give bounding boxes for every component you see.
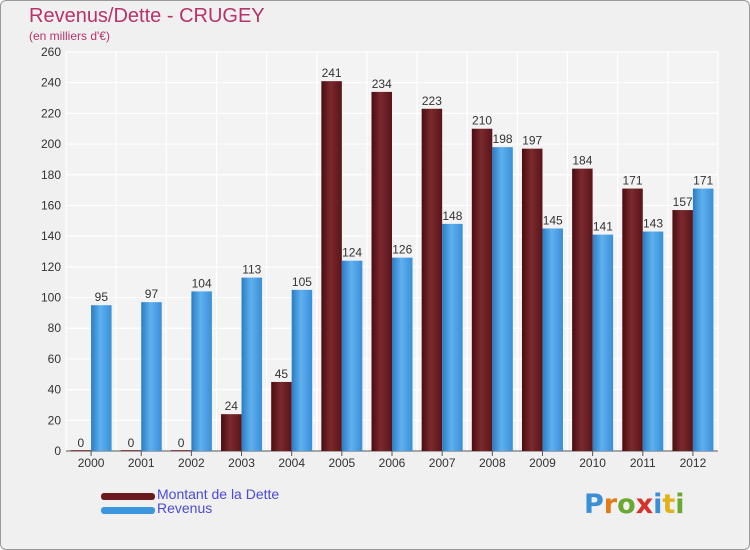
bar-dette xyxy=(572,168,593,451)
y-tick-label: 100 xyxy=(41,291,61,305)
bar-dette xyxy=(421,108,443,452)
x-tick-label: 2012 xyxy=(680,456,707,470)
y-tick-label: 240 xyxy=(41,76,61,90)
bar-revenus xyxy=(442,223,463,451)
x-tick-label: 2001 xyxy=(128,456,155,470)
data-label-revenus: 145 xyxy=(543,213,563,227)
bar-dette xyxy=(321,81,342,452)
data-label-dette: 45 xyxy=(275,367,289,381)
bar-dette xyxy=(622,188,643,452)
y-tick-label: 140 xyxy=(41,229,61,243)
chart-title: Revenus/Dette - CRUGEY xyxy=(29,5,265,27)
data-label-revenus: 105 xyxy=(292,275,312,289)
bar-dette xyxy=(672,210,693,451)
data-label-dette: 0 xyxy=(128,436,135,450)
x-tick-label: 2004 xyxy=(278,456,305,470)
data-label-revenus: 143 xyxy=(643,217,663,231)
legend-swatch-revenus xyxy=(101,507,155,514)
data-label-dette: 157 xyxy=(673,195,693,209)
bar-revenus xyxy=(392,257,413,451)
data-label-dette: 234 xyxy=(372,77,392,91)
bar-revenus xyxy=(592,234,614,451)
logo-letter: r xyxy=(603,489,618,520)
data-label-dette: 184 xyxy=(572,154,592,168)
x-tick-label: 2005 xyxy=(328,456,355,470)
proxiti-logo: Proxiti xyxy=(584,489,685,520)
logo-letter: i xyxy=(653,489,663,520)
bar-dette xyxy=(371,91,392,452)
data-label-revenus: 171 xyxy=(693,174,713,188)
x-tick-label: 2002 xyxy=(178,456,205,470)
data-label-revenus: 124 xyxy=(342,246,362,260)
legend-swatch-debt xyxy=(101,493,155,500)
data-label-dette: 24 xyxy=(225,399,239,413)
y-tick-label: 20 xyxy=(48,413,62,427)
bar-revenus xyxy=(642,231,664,451)
bar-revenus xyxy=(492,147,513,451)
legend-label-revenus: Revenus xyxy=(157,500,213,516)
data-label-revenus: 148 xyxy=(442,209,462,223)
x-tick-label: 2011 xyxy=(630,456,656,470)
bar-dette xyxy=(120,450,142,451)
data-label-revenus: 126 xyxy=(392,243,412,257)
y-tick-label: 80 xyxy=(48,321,62,335)
x-tick-label: 2003 xyxy=(228,456,255,470)
logo-letter: x xyxy=(635,489,654,520)
x-tick-label: 2000 xyxy=(78,456,105,470)
data-label-dette: 0 xyxy=(178,436,185,450)
bar-revenus xyxy=(241,277,263,451)
chart-subtitle: (en milliers d'€) xyxy=(29,29,110,43)
data-label-revenus: 97 xyxy=(145,287,159,301)
logo-letter: t xyxy=(662,489,676,520)
y-tick-label: 220 xyxy=(41,106,61,120)
bar-dette xyxy=(70,450,92,451)
data-label-dette: 241 xyxy=(322,66,342,80)
data-label-dette: 197 xyxy=(522,134,542,148)
logo-letter: P xyxy=(584,489,604,520)
bar-revenus xyxy=(341,260,363,451)
bar-revenus xyxy=(692,188,714,452)
x-tick-label: 2009 xyxy=(529,456,556,470)
data-label-dette: 0 xyxy=(77,436,84,450)
legend-label-debt: Montant de la Dette xyxy=(157,486,280,502)
bar-dette xyxy=(170,450,192,451)
bar-dette xyxy=(521,148,543,451)
data-label-revenus: 95 xyxy=(95,290,109,304)
bar-dette xyxy=(221,414,242,451)
bar-revenus xyxy=(291,289,313,451)
x-tick-label: 2008 xyxy=(479,456,506,470)
x-tick-label: 2007 xyxy=(429,456,456,470)
bar-layer xyxy=(70,81,714,452)
y-tick-label: 60 xyxy=(48,352,62,366)
bar-revenus xyxy=(141,302,162,451)
axis-layer: 0204060801001201401601802002202402602000… xyxy=(41,45,718,470)
logo-letter: i xyxy=(675,489,685,520)
data-label-revenus: 104 xyxy=(192,276,212,290)
y-tick-label: 160 xyxy=(41,198,61,212)
data-label-dette: 171 xyxy=(623,174,643,188)
bar-revenus xyxy=(542,228,563,451)
bar-dette xyxy=(271,381,292,451)
y-tick-label: 260 xyxy=(41,45,61,59)
x-tick-label: 2010 xyxy=(579,456,606,470)
y-tick-label: 0 xyxy=(54,444,61,458)
bar-revenus xyxy=(91,305,112,451)
y-tick-label: 200 xyxy=(41,137,61,151)
y-tick-label: 40 xyxy=(48,383,62,397)
data-label-dette: 210 xyxy=(472,114,492,128)
bar-dette xyxy=(471,128,493,451)
x-tick-label: 2006 xyxy=(379,456,406,470)
data-label-dette: 223 xyxy=(422,94,442,108)
y-tick-label: 120 xyxy=(41,260,61,274)
data-label-revenus: 141 xyxy=(593,220,613,234)
data-label-revenus: 198 xyxy=(493,132,513,146)
data-label-revenus: 113 xyxy=(242,263,261,277)
bar-revenus xyxy=(191,291,212,451)
logo-letter: o xyxy=(617,489,636,520)
y-tick-label: 180 xyxy=(41,168,61,182)
